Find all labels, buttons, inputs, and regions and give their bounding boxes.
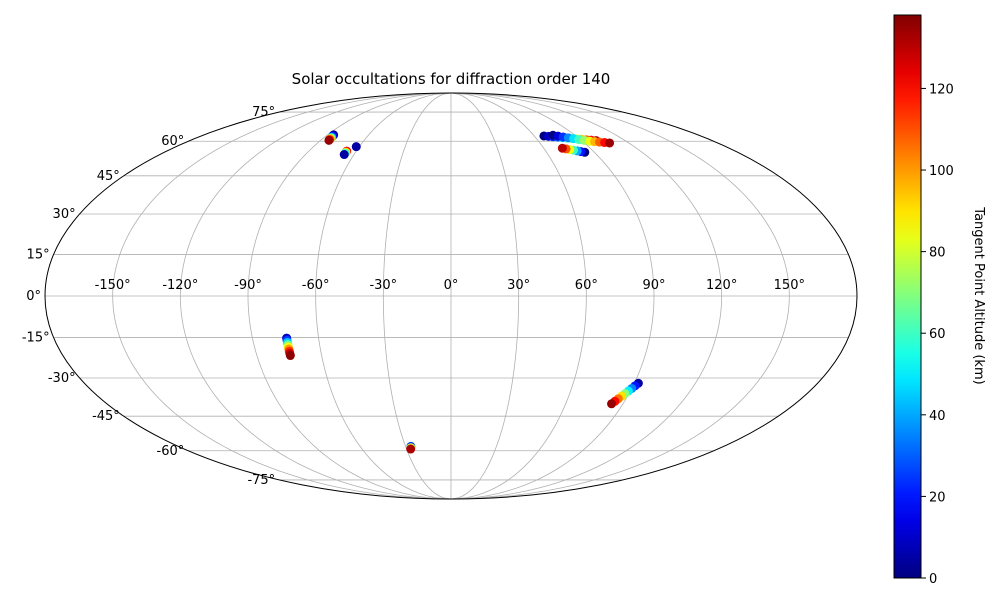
occultation-point — [406, 444, 416, 454]
colorbar-tick-label: 100 — [929, 164, 954, 179]
colorbar-tick-label: 120 — [929, 82, 954, 97]
graticule — [45, 92, 857, 500]
meridian-line — [247, 92, 452, 500]
lat-tick-label: -60° — [157, 444, 185, 459]
lon-tick-label: -150° — [95, 278, 131, 293]
colorbar-tick-label: 60 — [929, 327, 946, 342]
lon-tick-label: -90° — [234, 278, 262, 293]
lon-tick-label: 30° — [507, 278, 530, 293]
lon-tick-label: -30° — [369, 278, 397, 293]
colorbar-tick-label: 20 — [929, 490, 946, 505]
colorbar-tick-label: 80 — [929, 246, 946, 261]
lat-tick-label: -30° — [48, 371, 76, 386]
lon-tick-label: 90° — [642, 278, 665, 293]
map-boundary — [44, 92, 858, 500]
lon-tick-label: -60° — [302, 278, 330, 293]
meridian-line — [315, 92, 452, 500]
occultation-point — [285, 351, 295, 361]
occultation-point — [607, 399, 617, 409]
lat-tick-label: 75° — [252, 105, 275, 120]
lat-tick-label: 45° — [97, 169, 120, 184]
map-panel: -150° -120° -90° -60° -30° 0° 30° 60° 90° 120° 150… — [22, 92, 858, 500]
longitude-tick-labels: -150° -120° -90° -60° -30° 0° 30° 60° 90° 120° 150… — [95, 278, 805, 293]
meridian-line — [112, 92, 452, 500]
colorbar-ticks: 0 20 40 60 80 100 120 — [921, 82, 954, 587]
chart-title: Solar occultations for diffraction order… — [292, 70, 611, 88]
lon-tick-label: 60° — [575, 278, 598, 293]
occultation-point — [557, 143, 567, 153]
occultation-point — [605, 138, 615, 148]
lon-tick-label: 0° — [444, 278, 459, 293]
lat-tick-label: 0° — [26, 289, 41, 304]
lat-tick-label: -45° — [92, 409, 120, 424]
lon-tick-label: -120° — [162, 278, 198, 293]
lat-tick-label: -75° — [247, 473, 275, 488]
lon-tick-label: 120° — [706, 278, 737, 293]
meridian-line — [450, 92, 520, 500]
occultation-point — [324, 135, 334, 145]
colorbar-tick-label: 0 — [929, 572, 937, 587]
lat-tick-label: 30° — [53, 207, 76, 222]
lat-tick-label: -15° — [22, 331, 50, 346]
lat-tick-label: 15° — [27, 247, 50, 262]
meridian-line — [450, 92, 723, 500]
lat-tick-label: 60° — [161, 134, 184, 149]
meridian-line — [450, 92, 587, 500]
meridian-line — [179, 92, 452, 500]
colorbar-tick-label: 40 — [929, 409, 946, 424]
latitude-tick-labels: -75° -60° -45° -30° -15° 0° 15° 30° 45° 60° 75° — [22, 105, 275, 488]
colorbar: 0 20 40 60 80 100 120 Tangent Point Altitude (… — [893, 14, 986, 587]
occultation-point — [351, 142, 361, 152]
occultation-point — [339, 150, 349, 160]
occultation-points — [282, 130, 643, 454]
meridian-line — [450, 92, 790, 500]
colorbar-gradient — [893, 14, 922, 579]
lon-tick-label: 150° — [774, 278, 805, 293]
colorbar-label: Tangent Point Altitude (km) — [971, 206, 986, 384]
